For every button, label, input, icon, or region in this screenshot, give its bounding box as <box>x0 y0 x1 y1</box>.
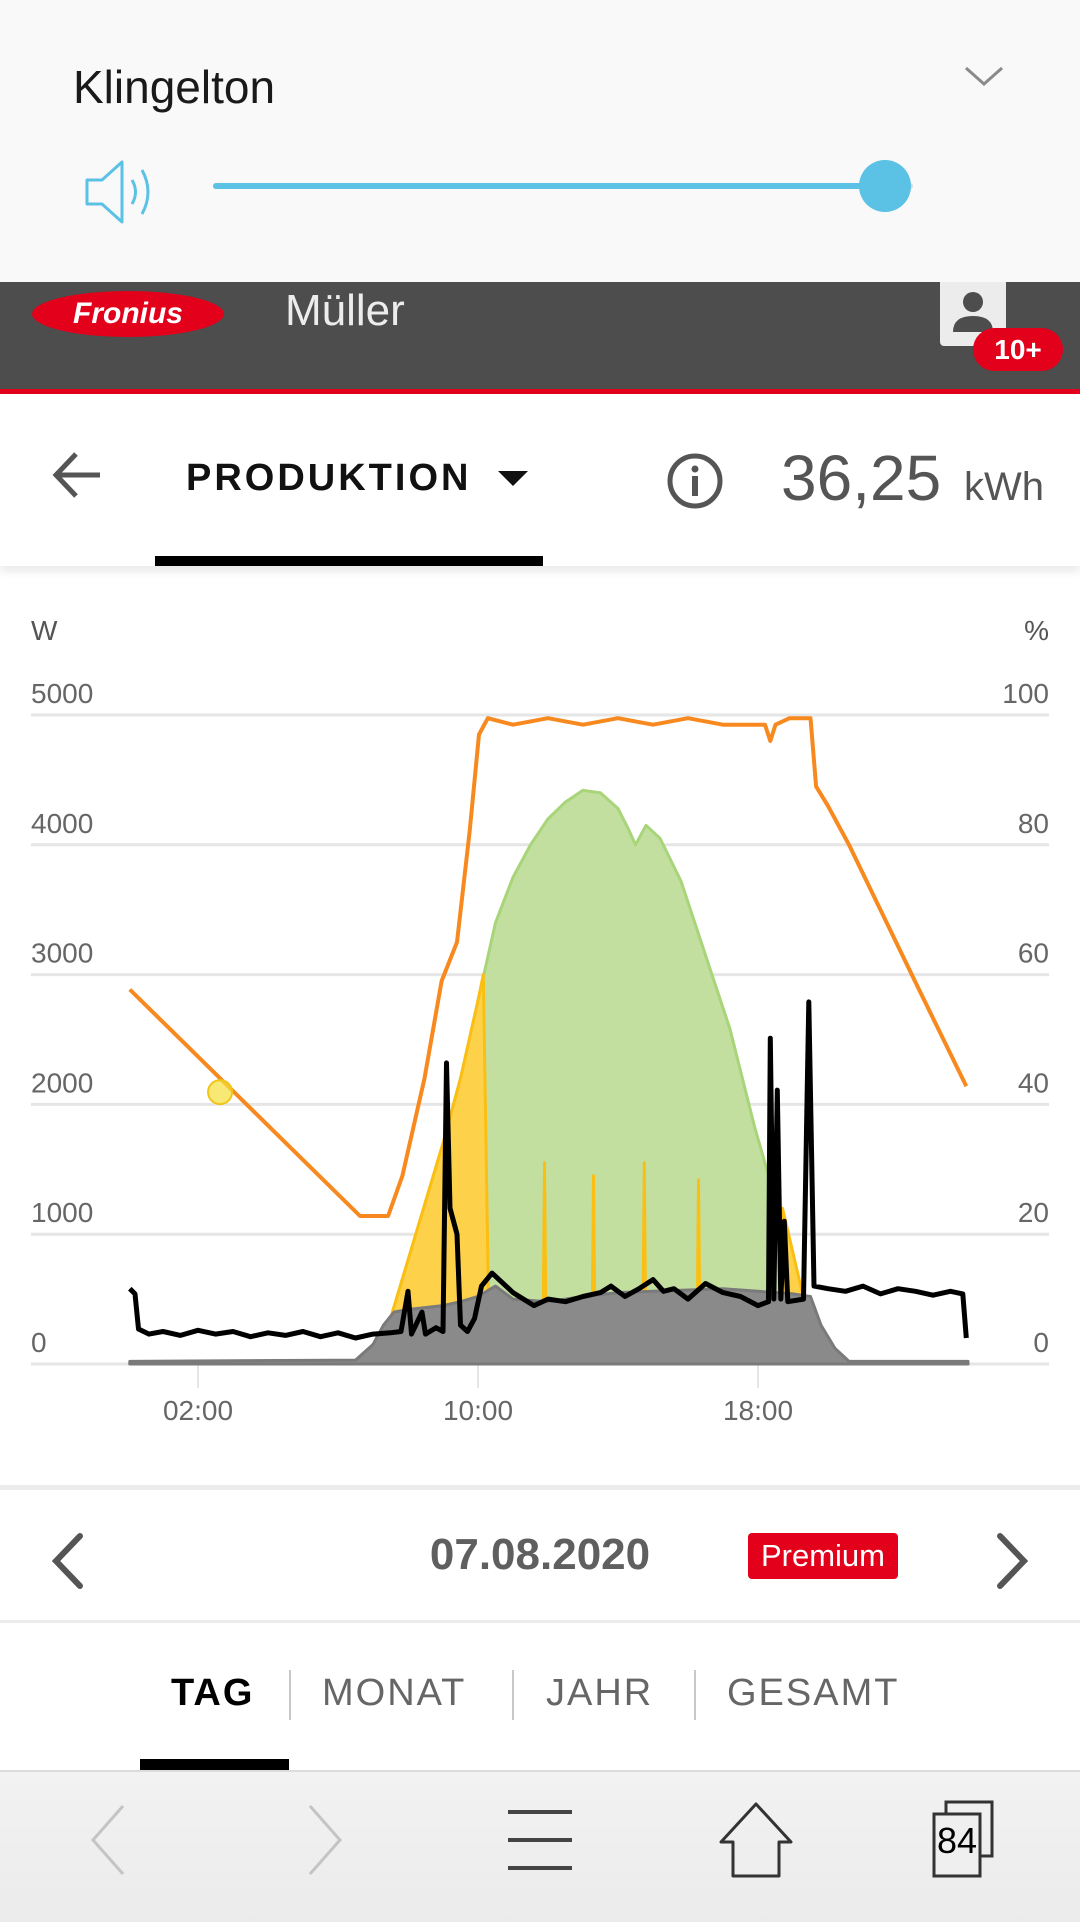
browser-forward-icon[interactable] <box>285 1800 365 1880</box>
back-arrow-icon[interactable] <box>52 450 104 500</box>
premium-badge[interactable]: Premium <box>748 1533 898 1579</box>
tab-divider <box>694 1670 696 1720</box>
active-tab-indicator <box>140 1759 289 1770</box>
divider <box>0 1485 1080 1490</box>
volume-slider-handle[interactable] <box>859 160 911 212</box>
browser-back-icon[interactable] <box>68 1800 148 1880</box>
tabs-button[interactable]: 84 <box>928 1800 1008 1880</box>
left-axis-unit: W <box>31 615 58 646</box>
view-selector[interactable]: PRODUKTION <box>186 457 472 499</box>
tab-divider <box>289 1670 291 1720</box>
previous-day-chevron-icon[interactable] <box>48 1532 88 1590</box>
right-axis-tick-label: 0 <box>1033 1327 1049 1358</box>
line-series-3 <box>128 999 969 1341</box>
tab-count: 84 <box>937 1820 978 1861</box>
x-axis-tick-label: 18:00 <box>723 1395 793 1426</box>
left-axis-tick-label: 5000 <box>31 678 93 709</box>
menu-icon[interactable] <box>500 1800 580 1880</box>
tab-tag[interactable]: TAG <box>171 1672 255 1714</box>
left-axis-tick-label: 1000 <box>31 1197 93 1228</box>
tab-jahr[interactable]: JAHR <box>546 1672 654 1714</box>
right-axis-tick-label: 80 <box>1018 808 1049 839</box>
total-energy-value: 36,25 <box>781 442 942 514</box>
chevron-down-icon[interactable] <box>962 60 1006 90</box>
tab-gesamt[interactable]: GESAMT <box>727 1672 900 1714</box>
next-day-chevron-icon[interactable] <box>992 1532 1032 1590</box>
highlight-point <box>207 1079 234 1106</box>
tab-divider <box>512 1670 514 1720</box>
caret-down-icon[interactable] <box>498 471 528 486</box>
info-icon[interactable] <box>666 452 724 510</box>
tabs-icon <box>932 1800 994 1878</box>
line-series-4 <box>128 716 969 1218</box>
x-axis-tick-label: 02:00 <box>163 1395 233 1426</box>
production-chart[interactable]: W % 0 0 1000 20 2000 40 3000 60 4000 80 5000 100 02:… <box>0 566 1080 1486</box>
left-axis-tick-label: 2000 <box>31 1067 93 1098</box>
toolbar <box>0 394 1080 566</box>
right-axis-tick-label: 60 <box>1018 938 1049 969</box>
left-axis-tick-label: 4000 <box>31 808 93 839</box>
user-name: Müller <box>285 286 405 335</box>
x-axis-tick-label: 10:00 <box>443 1395 513 1426</box>
svg-text:Fronius: Fronius <box>73 297 183 330</box>
left-axis-tick-label: 0 <box>31 1327 47 1358</box>
browser-navigation-bar <box>0 1770 1080 1922</box>
fronius-logo[interactable]: Fronius <box>31 290 225 338</box>
volume-slider-fill <box>213 183 885 189</box>
home-icon[interactable] <box>716 1800 796 1880</box>
view-selector-underline <box>155 556 543 566</box>
total-energy-unit: kWh <box>964 465 1044 509</box>
profile-button[interactable] <box>940 282 1006 346</box>
right-axis-tick-label: 100 <box>1002 678 1049 709</box>
right-axis-unit: % <box>1024 615 1049 646</box>
selected-date[interactable]: 07.08.2020 <box>429 1530 651 1579</box>
speaker-icon <box>85 160 150 224</box>
divider <box>0 1620 1080 1623</box>
user-icon <box>953 292 993 332</box>
left-axis-tick-label: 3000 <box>31 938 93 969</box>
tab-monat[interactable]: MONAT <box>322 1672 467 1714</box>
volume-title: Klingelton <box>73 61 276 113</box>
notification-badge[interactable]: 10+ <box>973 328 1063 371</box>
right-axis-tick-label: 20 <box>1018 1197 1049 1228</box>
header-accent-line <box>0 389 1080 394</box>
volume-slider[interactable] <box>213 183 913 189</box>
volume-panel: Klingelton <box>0 0 1080 282</box>
right-axis-tick-label: 40 <box>1018 1067 1049 1098</box>
